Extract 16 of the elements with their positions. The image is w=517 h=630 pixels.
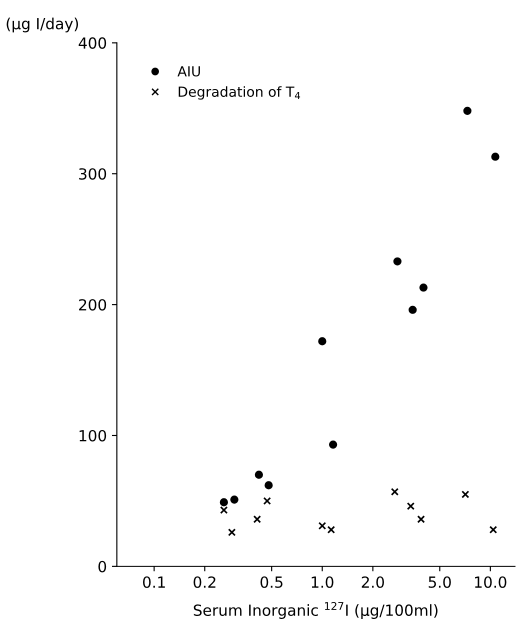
legend-label: AIU: [178, 66, 200, 77]
x-axis-title: Serum Inorganic $^{127}$I (µg/100ml): [194, 602, 438, 619]
x-tick-label: 1.0: [312, 576, 334, 588]
x-tick-label: 5.0: [428, 576, 451, 588]
y-axis-title: (µg I/day): [6, 18, 78, 32]
x-tick-label: 0.2: [194, 576, 216, 588]
y-tick-label: 400: [78, 37, 106, 49]
legend-label: Degradation of T$_{4}$: [178, 86, 300, 100]
y-tick-label: 200: [79, 299, 106, 311]
y-tick-label: 300: [79, 168, 106, 180]
x-tick-label: 0.5: [260, 576, 282, 588]
y-tick-label: 100: [80, 430, 106, 442]
x-tick-label: 0.1: [142, 576, 165, 588]
x-tick-label: 10.0: [475, 576, 506, 588]
y-tick-label: 0: [98, 560, 106, 572]
x-tick-label: 2.0: [362, 576, 384, 588]
